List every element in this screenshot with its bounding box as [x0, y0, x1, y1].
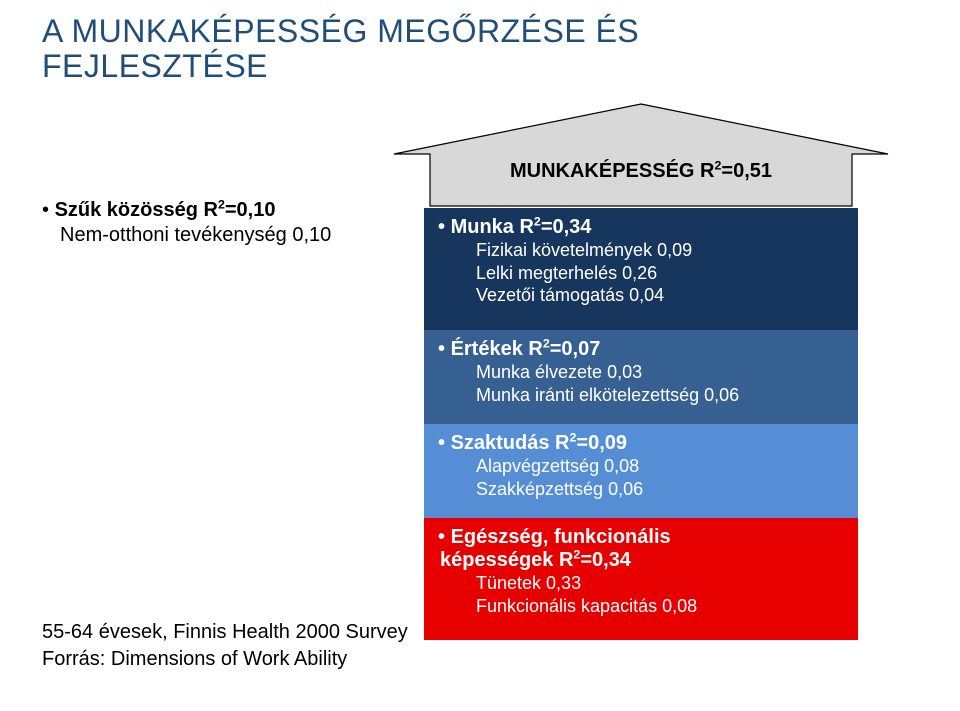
- left-line1-sup: 2: [218, 197, 225, 211]
- title-line2: FEJLESZTÉSE: [42, 48, 268, 84]
- title-line1: A MUNKAKÉPESSÉG MEGŐRZÉSE ÉS: [42, 13, 639, 49]
- arrow-label: MUNKAKÉPESSÉG R2=0,51: [388, 160, 894, 183]
- box3-heading-pre: Szaktudás R: [451, 432, 570, 454]
- page-title: A MUNKAKÉPESSÉG MEGŐRZÉSE ÉS FEJLESZTÉSE: [42, 14, 639, 84]
- box4-sub2: Funkcionális kapacitás 0,08: [438, 595, 844, 618]
- box3-sub1: Alapvégzettség 0,08: [438, 455, 844, 478]
- box4-heading-line1: Egészség, funkcionális: [451, 526, 671, 548]
- box2-heading-post: =0,07: [550, 338, 601, 360]
- left-line1-post: =0,10: [225, 199, 276, 221]
- box-szaktudas: Szaktudás R2=0,09 Alapvégzettség 0,08 Sz…: [424, 424, 858, 518]
- box2-heading-sup: 2: [543, 336, 550, 350]
- box1-heading-sup: 2: [534, 214, 541, 228]
- box1-heading-pre: Munka R: [451, 216, 534, 238]
- box-szaktudas-heading: Szaktudás R2=0,09: [438, 432, 844, 455]
- box1-heading-post: =0,34: [541, 216, 592, 238]
- arrow-polygon: [394, 104, 888, 206]
- box3-sub2: Szakképzettség 0,06: [438, 478, 844, 501]
- box2-sub2: Munka iránti elkötelezettség 0,06: [438, 384, 844, 407]
- box4-heading-line2: képességek R2=0,34: [438, 549, 844, 572]
- house-diagram: MUNKAKÉPESSÉG R2=0,51 Munka R2=0,34 Fizi…: [388, 102, 894, 640]
- box1-sub2: Lelki megterhelés 0,26: [438, 262, 844, 285]
- footer-line1: 55-64 évesek, Finnis Health 2000 Survey: [42, 619, 408, 646]
- box-egeszseg-heading: Egészség, funkcionális: [438, 526, 844, 549]
- left-line2: Nem-otthoni tevékenység 0,10: [42, 223, 331, 248]
- footer-line2: Forrás: Dimensions of Work Ability: [42, 646, 408, 673]
- box2-heading-pre: Értékek R: [451, 338, 543, 360]
- box-ertekek-heading: Értékek R2=0,07: [438, 338, 844, 361]
- left-line1-pre: Szűk közösség R: [55, 199, 218, 221]
- arrow-label-pre: MUNKAKÉPESSÉG R: [510, 160, 714, 182]
- box3-heading-post: =0,09: [576, 432, 627, 454]
- box-munka: Munka R2=0,34 Fizikai követelmények 0,09…: [424, 208, 858, 330]
- box1-sub1: Fizikai követelmények 0,09: [438, 239, 844, 262]
- box4-sub1: Tünetek 0,33: [438, 572, 844, 595]
- box-egeszseg: Egészség, funkcionális képességek R2=0,3…: [424, 518, 858, 640]
- box2-sub1: Munka élvezete 0,03: [438, 361, 844, 384]
- footer-block: 55-64 évesek, Finnis Health 2000 Survey …: [42, 619, 408, 673]
- arrow-label-post: =0,51: [721, 160, 772, 182]
- left-bullet: Szűk közösség R2=0,10: [42, 198, 331, 223]
- arrow-container: MUNKAKÉPESSÉG R2=0,51: [388, 102, 894, 208]
- left-text-block: Szűk közösség R2=0,10 Nem-otthoni tevéke…: [42, 198, 331, 248]
- box4-heading-line2-pre: képességek R: [440, 549, 573, 571]
- box4-heading-line2-post: =0,34: [580, 549, 631, 571]
- arrow-icon: [388, 102, 894, 208]
- box-ertekek: Értékek R2=0,07 Munka élvezete 0,03 Munk…: [424, 330, 858, 424]
- box-munka-heading: Munka R2=0,34: [438, 216, 844, 239]
- box1-sub3: Vezetői támogatás 0,04: [438, 284, 844, 307]
